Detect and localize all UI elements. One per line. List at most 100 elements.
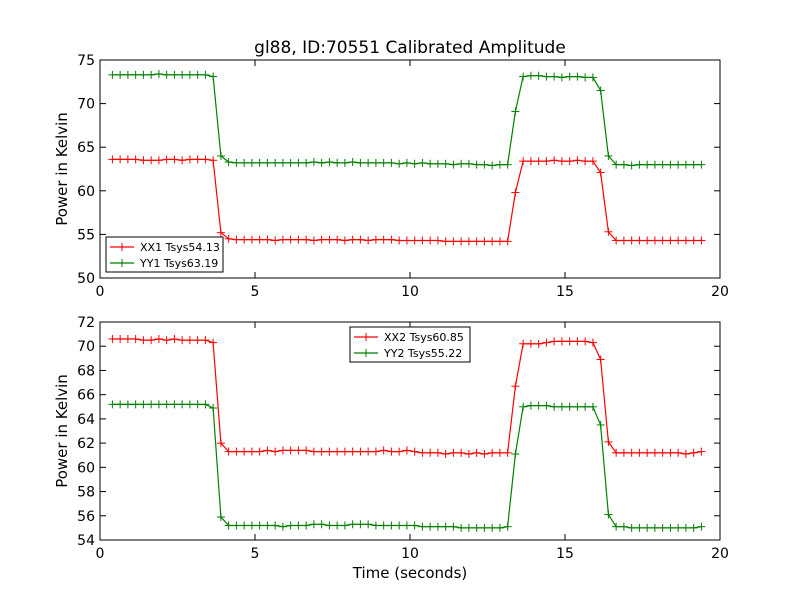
top-plot-data-point (557, 73, 566, 82)
top-plot-legend-entry: XX1 Tsys54.13 (110, 241, 220, 254)
top-plot: 0 5 10 15 20 50 55 60 65 70 75 Power in Kelvin XX1… (53, 53, 729, 300)
bottom-plot-data-point (255, 447, 264, 456)
top-plot-data-point (325, 158, 334, 167)
bottom-plot-data-point (604, 437, 613, 446)
top-plot-data-point (511, 188, 520, 197)
top-plot-data-point (581, 73, 590, 82)
top-plot-series-line-1 (112, 158, 702, 242)
top-plot-data-point (178, 70, 187, 79)
bottom-plot-data-point (348, 447, 357, 456)
bottom-plot-xtick-label: 20 (711, 546, 729, 562)
top-plot-data-point (627, 161, 636, 170)
bottom-plot-data-point (255, 521, 264, 530)
bottom-plot-xtick-label: 15 (556, 546, 574, 562)
bottom-plot-data-point (433, 522, 442, 531)
top-plot-data-point (418, 158, 427, 167)
bottom-plot-data-point (457, 523, 466, 532)
bottom-plot-data-point (472, 448, 481, 457)
top-plot-ticks: 0 5 10 15 20 50 55 60 65 70 75 (77, 53, 729, 300)
top-plot-data-point (224, 158, 233, 167)
top-plot-data-point (108, 70, 117, 79)
bottom-plot-ytick-label: 58 (77, 485, 95, 501)
bottom-plot-data-point (666, 523, 675, 532)
bottom-plot-legend-entry: YY2 Tsys55.22 (354, 347, 462, 360)
bottom-plot-data-point (542, 338, 551, 347)
bottom-plot-data-point (534, 339, 543, 348)
bottom-plot-data-point (658, 523, 667, 532)
top-plot-data-point (131, 155, 140, 164)
bottom-plot-data-point (426, 448, 435, 457)
top-plot-legend: XX1 Tsys54.13 YY1 Tsys63.19 (105, 236, 224, 273)
top-plot-data-point (395, 159, 404, 168)
bottom-plot-data-point (402, 521, 411, 530)
top-plot-data-point (317, 158, 326, 167)
top-plot-data-point (371, 158, 380, 167)
bottom-plot-data-point (224, 521, 233, 530)
bottom-plot-data-point (581, 337, 590, 346)
top-plot-data-point (581, 157, 590, 166)
top-plot-data-point (193, 155, 202, 164)
top-plot-data-point (635, 160, 644, 169)
bottom-plot-ytick-label: 60 (77, 460, 95, 476)
bottom-plot-data-point (534, 401, 543, 410)
bottom-plot-data-point (395, 521, 404, 530)
bottom-plot-ylabel: Power in Kelvin (53, 374, 71, 488)
bottom-plot-data-point (387, 521, 396, 530)
top-plot-data-point (209, 72, 218, 81)
bottom-plot-data-point (271, 521, 280, 530)
top-plot-data-point (402, 236, 411, 245)
top-plot-data-point (635, 236, 644, 245)
top-plot-data-point (418, 236, 427, 245)
top-plot-data-point (449, 160, 458, 169)
top-plot-xtick-label: 20 (711, 284, 729, 300)
top-plot-data-point (340, 158, 349, 167)
bottom-plot-data-point (643, 448, 652, 457)
bottom-plot-data-point (542, 401, 551, 410)
top-plot-data-point (550, 72, 559, 81)
bottom-plot-data-point (193, 336, 202, 345)
bottom-plot-data-point (526, 401, 535, 410)
top-plot-data-point (216, 151, 225, 160)
top-plot-data-point (666, 236, 675, 245)
bottom-plot-data-point (178, 336, 187, 345)
bottom-plot-data-point (325, 447, 334, 456)
bottom-plot-legend: XX2 Tsys60.85 YY2 Tsys55.22 (349, 326, 471, 363)
top-plot-data-point (325, 235, 334, 244)
top-plot-data-point (263, 158, 272, 167)
bottom-plot-data-point (565, 402, 574, 411)
top-plot-legend-box (105, 236, 224, 273)
top-plot-data-point (526, 71, 535, 80)
bottom-plot-data-point (565, 337, 574, 346)
bottom-plot-data-point (154, 400, 163, 409)
bottom-plot-data-point (147, 400, 156, 409)
bottom-plot-data-point (643, 523, 652, 532)
top-plot-data-point (170, 155, 179, 164)
top-plot-data-point (542, 157, 551, 166)
bottom-plot-data-point (240, 447, 249, 456)
bottom-plot-data-point (619, 522, 628, 531)
top-plot-data-point (170, 70, 179, 79)
top-plot-data-point (650, 236, 659, 245)
bottom-plot-data-point (232, 447, 241, 456)
top-plot-data-point (348, 158, 357, 167)
bottom-plot-data-point (379, 521, 388, 530)
bottom-plot-data-point (550, 402, 559, 411)
top-plot-data-point (480, 237, 489, 246)
bottom-plot-data-point (480, 450, 489, 459)
top-plot-data-point (185, 155, 194, 164)
top-plot-data-point (139, 70, 148, 79)
top-plot-data-point (356, 158, 365, 167)
top-plot-series-line-2 (112, 73, 702, 167)
bottom-plot-data-point (426, 522, 435, 531)
top-plot-data-point (557, 157, 566, 166)
bottom-plot-data-point (674, 523, 683, 532)
bottom-plot-data-point (604, 510, 613, 519)
top-plot-data-point (240, 235, 249, 244)
top-plot-data-point (441, 159, 450, 168)
top-plot-data-point (534, 157, 543, 166)
bottom-plot-ytick-label: 72 (77, 315, 95, 331)
bottom-plot-data-point (410, 447, 419, 456)
top-plot-xtick-label: 15 (556, 284, 574, 300)
top-plot-data-point (116, 70, 125, 79)
